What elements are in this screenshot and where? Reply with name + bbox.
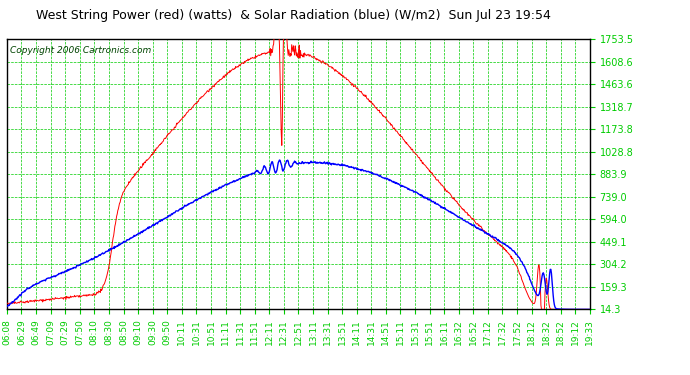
Text: Copyright 2006 Cartronics.com: Copyright 2006 Cartronics.com <box>10 46 151 55</box>
Text: West String Power (red) (watts)  & Solar Radiation (blue) (W/m2)  Sun Jul 23 19:: West String Power (red) (watts) & Solar … <box>36 9 551 22</box>
